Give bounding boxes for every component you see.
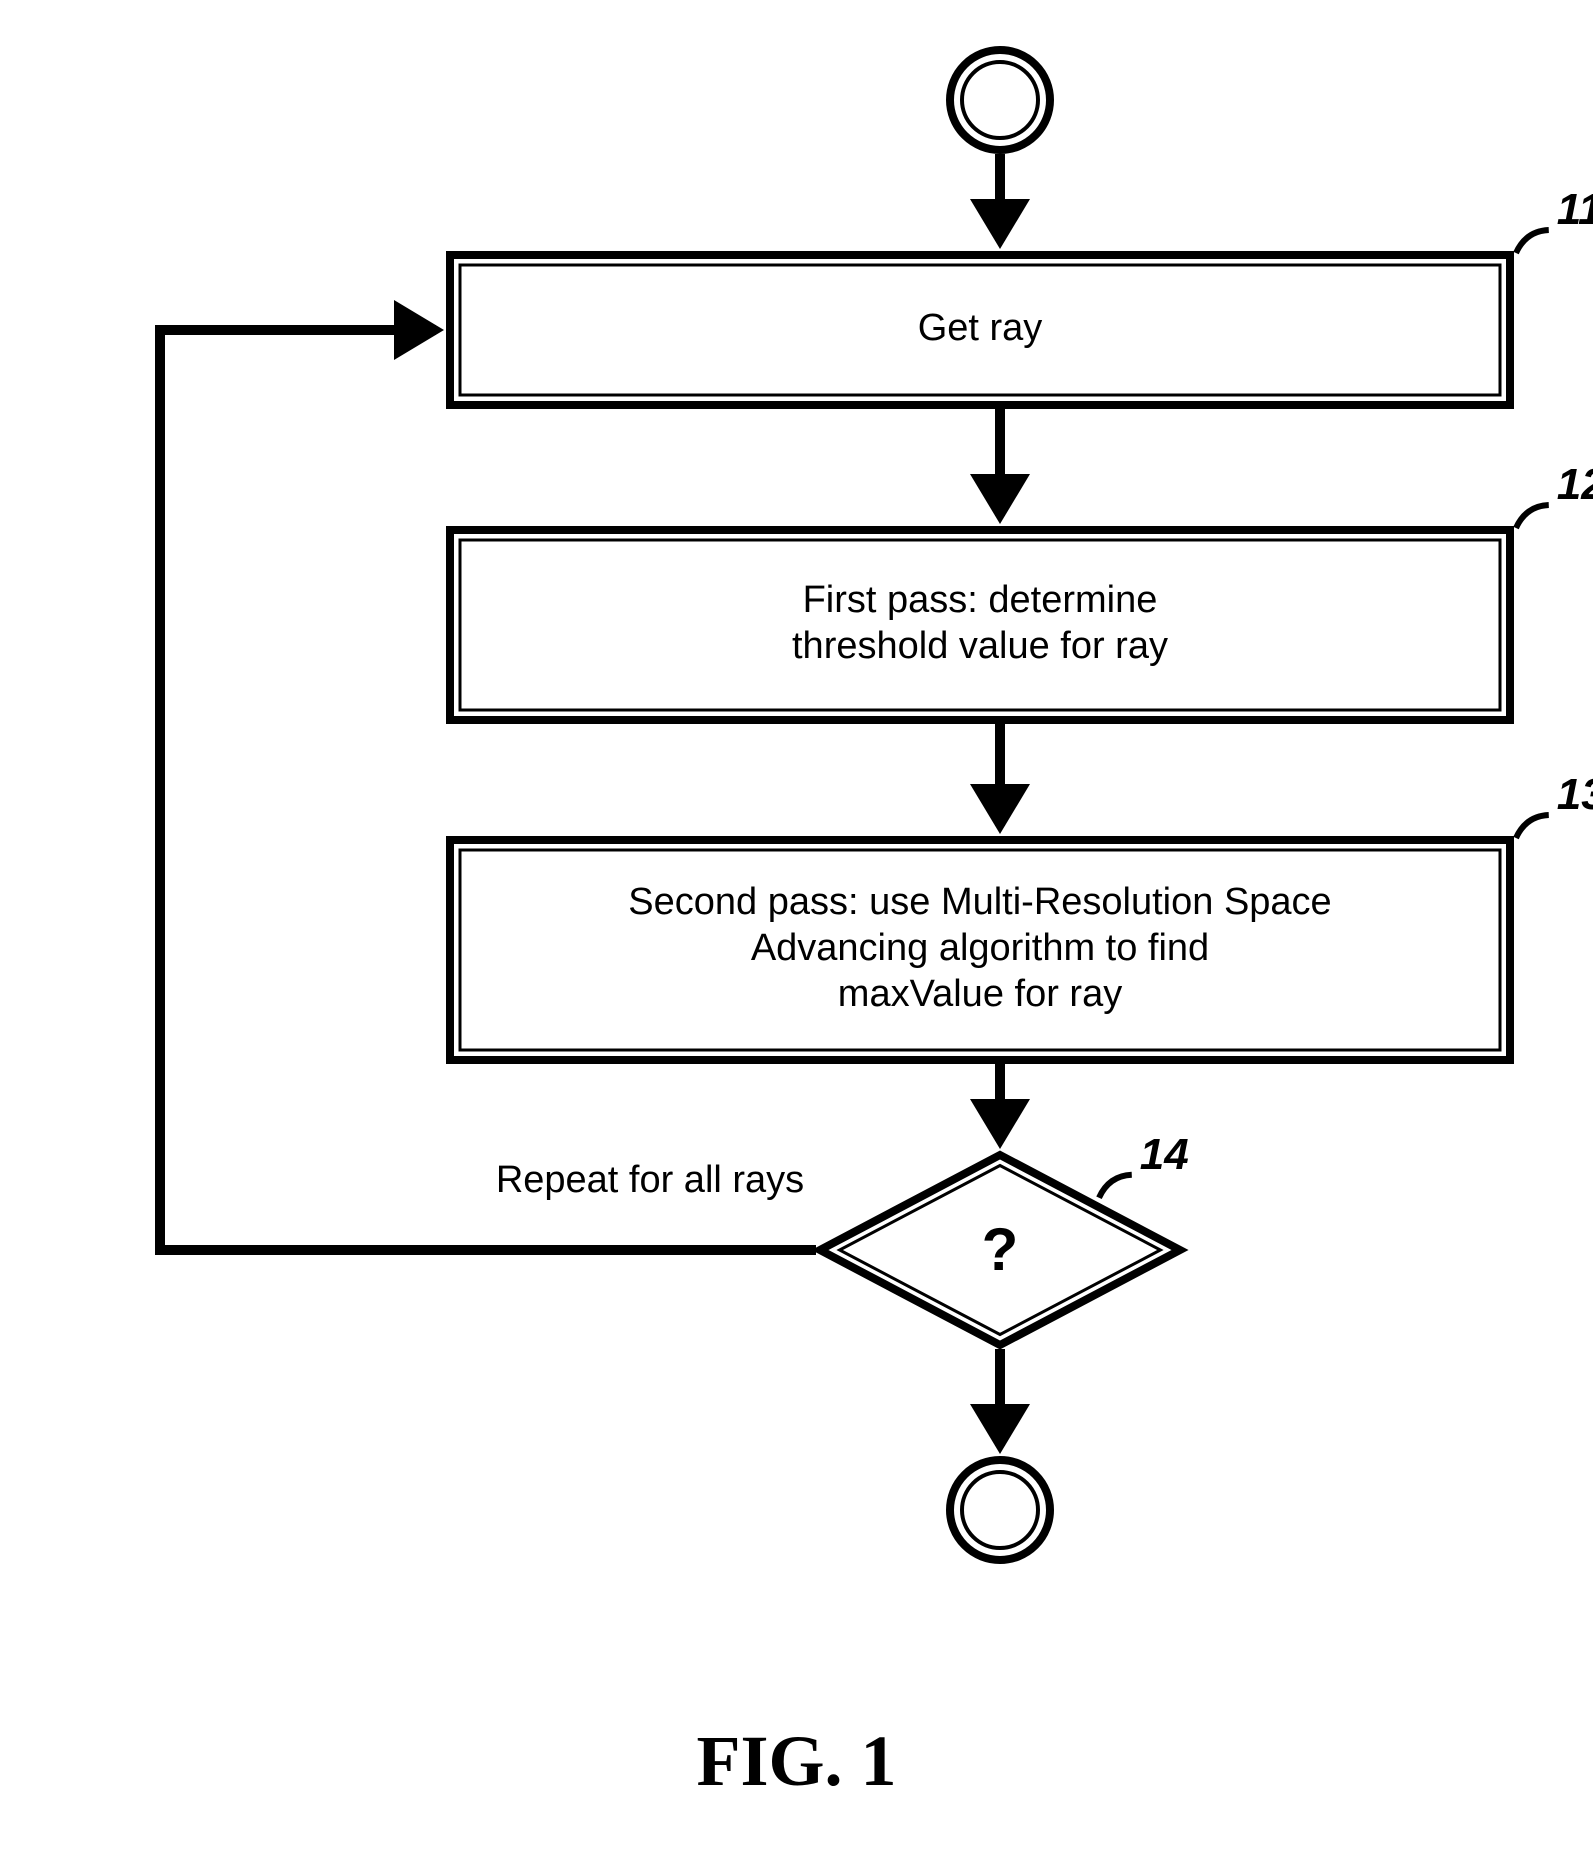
process-11-ref-tick — [1516, 230, 1549, 253]
arrow-loop-back — [160, 330, 816, 1250]
process-12-ref-tick — [1516, 505, 1549, 528]
process-11-line-0: Get ray — [918, 307, 1043, 349]
process-13-ref-tick — [1516, 815, 1549, 838]
process-13-line-1: Advancing algorithm to find — [751, 927, 1209, 969]
process-13-line-2: maxValue for ray — [838, 973, 1122, 1015]
process-12-line-0: First pass: determine — [803, 579, 1158, 621]
process-12-ref: 12 — [1557, 460, 1593, 509]
start-terminator — [950, 50, 1050, 150]
end-terminator — [950, 1460, 1050, 1560]
process-11-ref: 11 — [1557, 185, 1593, 234]
process-11: Get ray 11 — [450, 185, 1593, 405]
loop-label: Repeat for all rays — [496, 1159, 804, 1201]
decision-14-ref: 14 — [1140, 1130, 1189, 1179]
process-13-ref: 13 — [1557, 770, 1593, 819]
process-12-line-1: threshold value for ray — [792, 625, 1168, 667]
process-13: Second pass: use Multi-Resolution SpaceA… — [450, 770, 1593, 1060]
decision-14-ref-tick — [1099, 1175, 1132, 1198]
process-12: First pass: determinethreshold value for… — [450, 460, 1593, 720]
process-13-line-0: Second pass: use Multi-Resolution Space — [628, 881, 1331, 923]
decision-14: ? 14 — [820, 1130, 1189, 1345]
figure-label: FIG. 1 — [696, 1721, 896, 1801]
decision-14-text: ? — [982, 1216, 1019, 1283]
